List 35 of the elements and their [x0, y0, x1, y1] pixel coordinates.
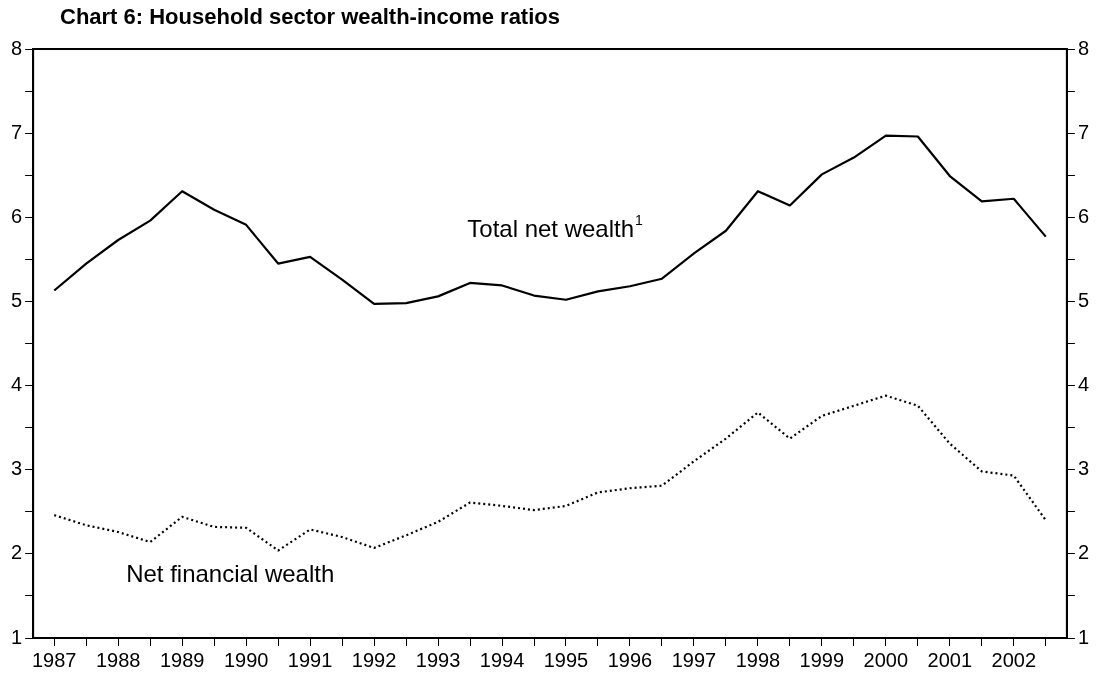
- y2-tick-label: 8: [1077, 36, 1089, 59]
- y2-tick-label: 1: [1077, 625, 1089, 648]
- y-tick-label: 7: [11, 120, 23, 143]
- y2-tick-label: 3: [1077, 457, 1089, 480]
- x-tick-label: 1999: [799, 648, 845, 671]
- x-tick-label: 1988: [95, 648, 141, 671]
- x-tick-label: 1998: [735, 648, 781, 671]
- x-tick-label: 1991: [287, 648, 333, 671]
- line-series: [53, 394, 1047, 552]
- chart-title: Chart 6: Household sector wealth-income ratios: [60, 4, 560, 30]
- y-tick-label: 2: [11, 541, 23, 564]
- series-label: Net financial wealth: [126, 560, 335, 588]
- x-tick-label: 1993: [415, 648, 461, 671]
- y2-tick-label: 4: [1077, 373, 1089, 396]
- y-tick-label: 5: [11, 288, 23, 311]
- x-tick-label: 2002: [991, 648, 1037, 671]
- y-tick-label: 6: [11, 204, 23, 227]
- y2-tick-label: 6: [1077, 204, 1089, 227]
- y-tick-label: 8: [11, 36, 23, 59]
- x-tick-label: 1995: [543, 648, 589, 671]
- x-tick-label: 2000: [863, 648, 909, 671]
- x-tick-label: 1994: [479, 648, 525, 671]
- x-tick-label: 1987: [31, 648, 77, 671]
- x-tick-label: 1996: [607, 648, 653, 671]
- x-tick-label: 1989: [159, 648, 205, 671]
- y2-tick-label: 2: [1077, 541, 1089, 564]
- x-tick-label: 1992: [351, 648, 397, 671]
- y2-tick-label: 5: [1077, 288, 1089, 311]
- x-tick-label: 1997: [671, 648, 717, 671]
- y-tick-label: 3: [11, 457, 23, 480]
- y-tick-label: 1: [11, 625, 23, 648]
- x-tick-label: 2001: [927, 648, 973, 671]
- y2-tick-label: 7: [1077, 120, 1089, 143]
- y-tick-label: 4: [11, 373, 23, 396]
- x-tick-label: 1990: [223, 648, 269, 671]
